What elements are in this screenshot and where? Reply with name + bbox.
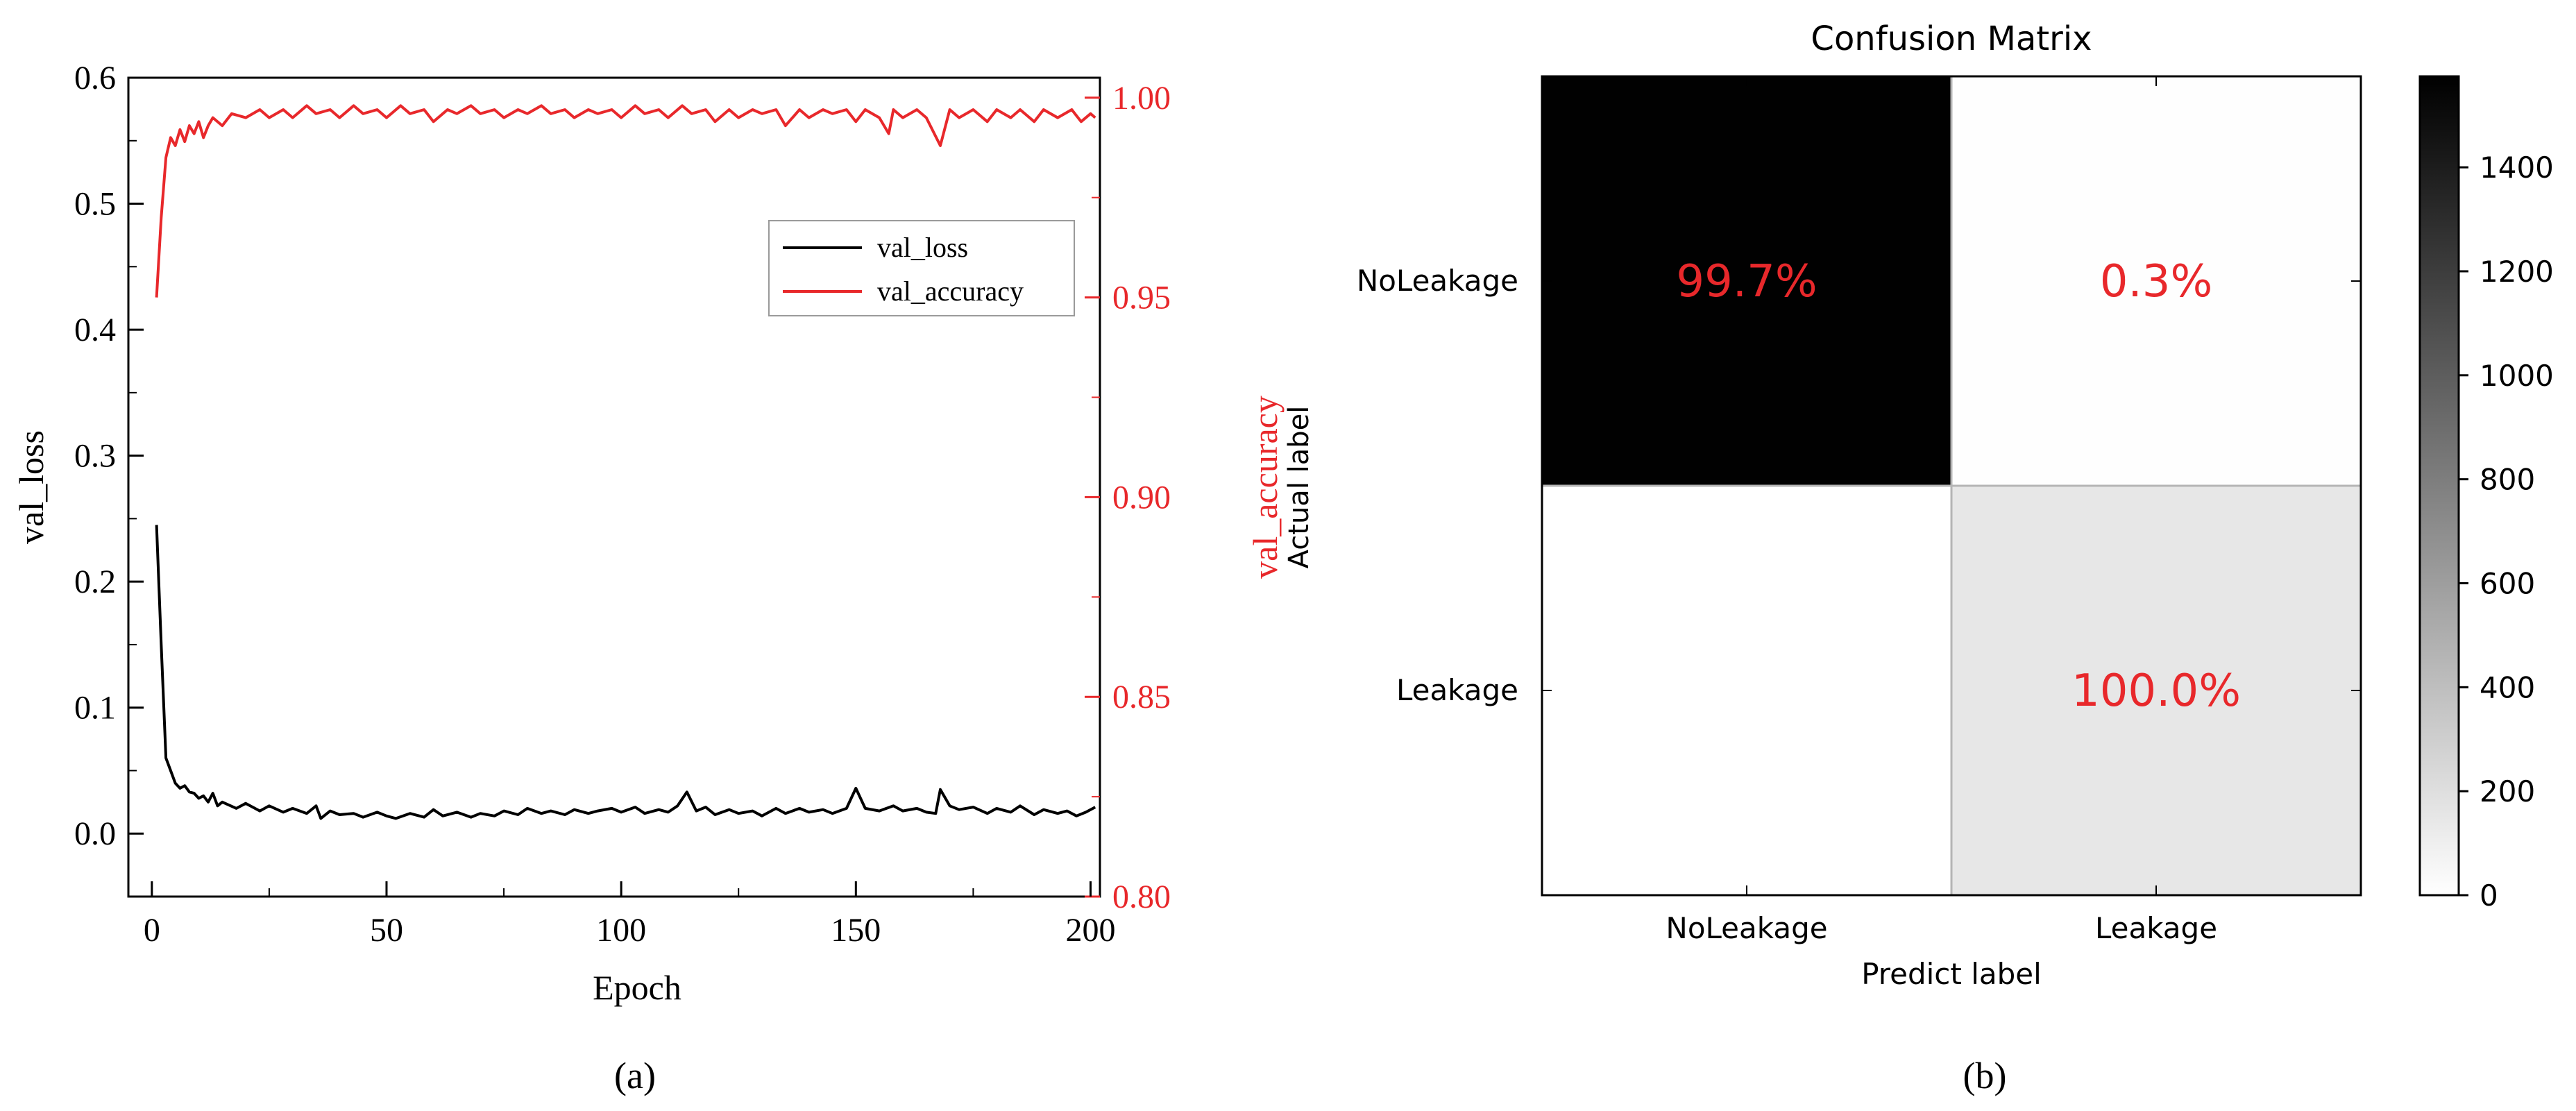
legend-box	[768, 220, 1075, 316]
matrix-cell-annotation: 0.3%	[2100, 256, 2213, 307]
x-tick-label: 50	[370, 912, 403, 949]
right-tick-label: 0.95	[1112, 280, 1171, 316]
series-lines	[155, 104, 1096, 820]
right-tick-label: 0.85	[1112, 679, 1171, 715]
colorbar-tick-label: 1400	[2480, 151, 2554, 185]
matrix-y-category: Leakage	[1396, 673, 1518, 707]
x-tick-label: 0	[144, 912, 160, 949]
x-tick-label: 150	[831, 912, 881, 949]
panel-b: Confusion Matrix 99.7% 0.3% 100.0% NoLeaka…	[1357, 19, 2554, 1096]
y-axis-label-right-overlap: Actual label	[1283, 406, 1315, 569]
matrix-x-category: NoLeakage	[1666, 911, 1827, 945]
left-tick-label: 0.0	[74, 815, 116, 852]
colorbar-tick-label: 1000	[2480, 359, 2554, 393]
panel-a-caption: (a)	[614, 1055, 656, 1096]
right-tick-label: 1.00	[1112, 80, 1171, 117]
matrix-cells: 99.7% 0.3% 100.0%	[1541, 75, 2362, 897]
y-axis-label-left: val_loss	[12, 430, 51, 544]
matrix-labels: NoLeakage Leakage NoLeakage Leakage	[1357, 264, 2217, 945]
right-axis-ticks: 0.80 0.85 0.90 0.95 1.00	[1085, 80, 1171, 915]
left-tick-label: 0.1	[74, 690, 116, 727]
panel-b-caption: (b)	[1963, 1055, 2007, 1096]
y-axis-label-right: val_accuracy	[1246, 396, 1285, 579]
left-tick-label: 0.3	[74, 438, 116, 475]
val-loss-line	[155, 525, 1096, 820]
left-tick-label: 0.4	[74, 312, 116, 348]
right-tick-label: 0.80	[1112, 879, 1171, 915]
colorbar-tick-label: 600	[2480, 566, 2535, 600]
matrix-x-axis-label: Predict label	[1861, 957, 2042, 991]
colorbar-tick-label: 1200	[2480, 255, 2554, 289]
matrix-title: Confusion Matrix	[1811, 19, 2092, 58]
colorbar	[2418, 75, 2460, 897]
colorbar-tick-label: 400	[2480, 670, 2535, 704]
matrix-cell-annotation: 99.7%	[1676, 256, 1817, 307]
right-tick-label: 0.90	[1112, 479, 1171, 516]
matrix-cell	[1541, 484, 1953, 897]
legend-accuracy-label: val_accuracy	[877, 275, 1024, 307]
matrix-frame	[1541, 75, 2362, 897]
colorbar-tick-label: 200	[2480, 774, 2535, 808]
left-tick-label: 0.2	[74, 563, 116, 600]
matrix-cell-annotation: 100.0%	[2071, 665, 2241, 717]
colorbar-ticks: 0 200 400 600 800 1000 1200 1400	[2459, 151, 2554, 913]
panel-a: 0.0 0.1 0.2 0.3 0.4 0.5 0.6 0.80 0.85 0.90 0.95 1.…	[12, 60, 1315, 1096]
matrix-x-category: Leakage	[2095, 911, 2217, 945]
matrix-cell	[1541, 75, 1953, 487]
left-tick-label: 0.5	[74, 186, 116, 223]
val-accuracy-line	[155, 104, 1096, 298]
colorbar-tick-label: 800	[2480, 463, 2535, 497]
x-tick-label: 100	[596, 912, 646, 949]
matrix-ticks	[1542, 76, 2361, 895]
x-axis-ticks: 0 50 100 150 200	[144, 881, 1115, 949]
plot-frame-a	[127, 76, 1101, 898]
legend: val_loss val_accuracy	[768, 220, 1075, 316]
left-axis-ticks: 0.0 0.1 0.2 0.3 0.4 0.5 0.6	[74, 60, 144, 852]
matrix-y-category: NoLeakage	[1357, 264, 1518, 298]
colorbar-tick-label: 0	[2480, 879, 2498, 913]
x-tick-label: 200	[1065, 912, 1115, 949]
left-tick-label: 0.6	[74, 60, 116, 96]
x-axis-label: Epoch	[593, 968, 681, 1007]
legend-loss-label: val_loss	[877, 232, 968, 263]
